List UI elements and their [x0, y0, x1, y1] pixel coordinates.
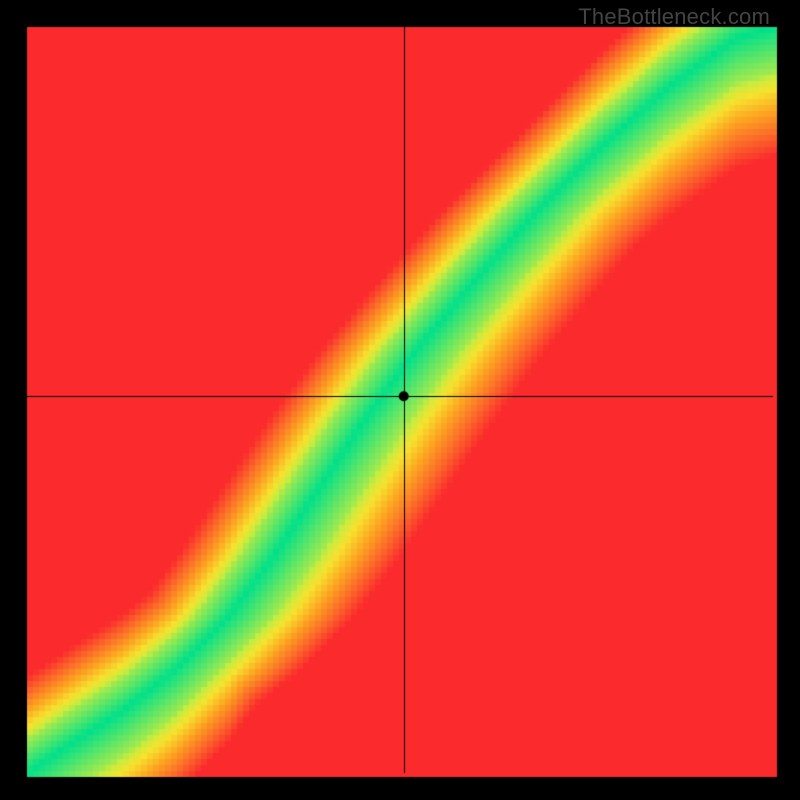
watermark-text: TheBottleneck.com: [578, 4, 770, 30]
chart-frame: TheBottleneck.com: [0, 0, 800, 800]
heatmap-canvas: [0, 0, 800, 800]
